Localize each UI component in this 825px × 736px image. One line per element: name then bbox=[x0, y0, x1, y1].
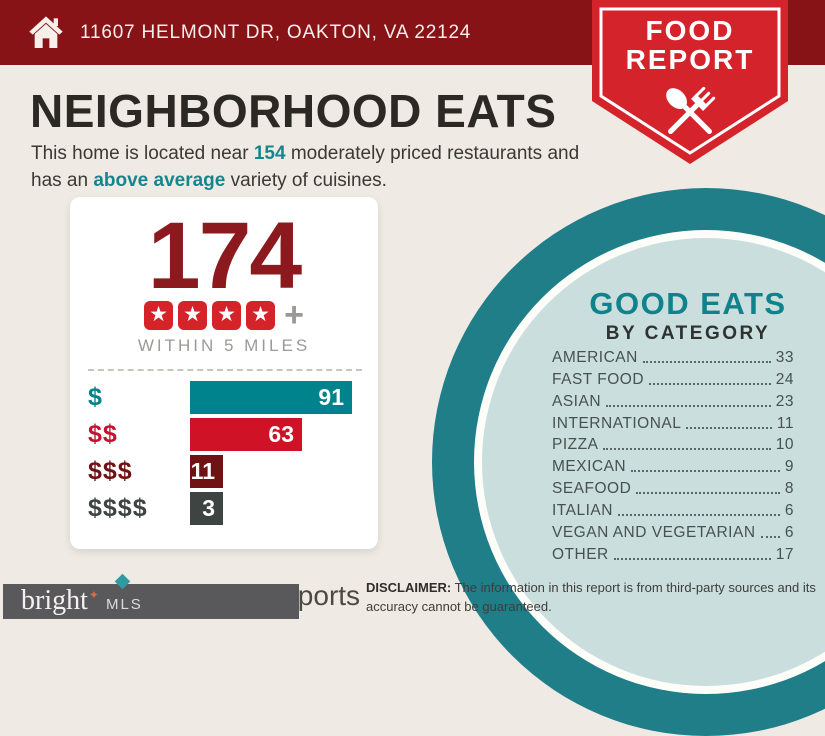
category-value: 6 bbox=[784, 524, 794, 542]
category-name: VEGAN AND VEGETARIAN bbox=[552, 524, 756, 542]
logo-mls-text: MLS bbox=[105, 596, 143, 613]
dot-leader bbox=[603, 448, 771, 451]
price-bar: 3 bbox=[190, 492, 223, 525]
total-restaurant-count: 174 bbox=[147, 203, 303, 309]
intro-highlight: above average bbox=[93, 169, 226, 191]
dot-leader bbox=[631, 470, 780, 473]
badge-inner-border bbox=[599, 7, 781, 155]
within-caption: WITHIN 5 MILES bbox=[137, 336, 311, 355]
star-icon: ★ bbox=[212, 300, 242, 330]
logo-sparkle-icon: ✦ bbox=[88, 588, 99, 602]
price-bar-row: $$ 63 bbox=[88, 418, 362, 451]
category-name: AMERICAN bbox=[552, 348, 638, 366]
category-name: INTERNATIONAL bbox=[552, 414, 682, 432]
logo-caret-icon bbox=[114, 573, 131, 590]
intro-segment: moderately priced restaurants and has an bbox=[31, 143, 580, 191]
price-level-label: $$$ bbox=[88, 457, 133, 485]
intro-segment: This home is located near bbox=[31, 143, 254, 164]
circle-inner-fill bbox=[482, 238, 825, 686]
category-value: 6 bbox=[784, 502, 794, 520]
good-eats-subtitle: BY CATEGORY bbox=[605, 323, 771, 344]
category-value: 11 bbox=[776, 414, 794, 432]
summary-card: 174 ★ ★ ★ ★ + WITHIN 5 MILES $91 $$ 63 $$$ 11 $$$… bbox=[70, 197, 378, 549]
price-bar-row: $$$$ 3 bbox=[88, 492, 362, 525]
star-icon: ★ bbox=[246, 300, 276, 330]
category-row: ITALIAN 6 bbox=[552, 498, 794, 520]
badge-line2: REPORT bbox=[626, 44, 755, 75]
dot-leader bbox=[606, 404, 771, 407]
home-icon bbox=[29, 15, 63, 48]
price-bar-value: 11 bbox=[190, 458, 215, 484]
category-row: OTHER 17 bbox=[552, 542, 794, 564]
category-name: ITALIAN bbox=[552, 502, 613, 520]
price-bar-row: $$$ 11 bbox=[88, 455, 362, 488]
disclaimer-label: DISCLAIMER: bbox=[366, 580, 452, 595]
category-name: PIZZA bbox=[552, 436, 599, 454]
disclaimer-text: The information in this report is from t… bbox=[366, 580, 816, 614]
category-name: FAST FOOD bbox=[552, 370, 645, 388]
category-name: ASIAN bbox=[552, 392, 602, 410]
category-name: OTHER bbox=[552, 545, 609, 563]
price-bar: 91 bbox=[190, 381, 352, 414]
category-value: 33 bbox=[775, 348, 794, 366]
price-bar: 11 bbox=[190, 455, 223, 488]
plus-icon: + bbox=[284, 296, 304, 334]
category-value: 10 bbox=[775, 436, 794, 454]
good-eats-circle: GOOD EATS BY CATEGORY AMERICAN 33 FAST FOO… bbox=[432, 188, 825, 736]
category-value: 24 bbox=[775, 370, 794, 388]
star-rating: ★ ★ ★ ★ + bbox=[70, 298, 378, 332]
star-icon: ★ bbox=[178, 300, 208, 330]
logo-bright-text: bright bbox=[21, 585, 88, 616]
price-bar: 63 bbox=[190, 418, 302, 451]
price-level-label: $$ bbox=[88, 420, 118, 448]
category-value: 23 bbox=[775, 392, 794, 410]
category-value: 8 bbox=[784, 480, 794, 498]
category-row: ASIAN 23 bbox=[552, 389, 794, 411]
category-row: VEGAN AND VEGETARIAN 6 bbox=[552, 520, 794, 542]
dot-leader bbox=[613, 557, 771, 560]
dot-leader bbox=[617, 514, 780, 517]
dot-leader bbox=[686, 426, 772, 429]
category-row: SEAFOOD 8 bbox=[552, 476, 794, 498]
property-address: 11607 HELMONT DR, OAKTON, VA 22124 bbox=[80, 21, 472, 43]
intro-segment: variety of cuisines. bbox=[225, 169, 387, 191]
price-level-label: $ bbox=[88, 383, 103, 411]
good-eats-header: GOOD EATS BY CATEGORY bbox=[468, 286, 825, 345]
category-name: MEXICAN bbox=[552, 458, 627, 476]
dot-leader bbox=[649, 382, 771, 385]
category-row: INTERNATIONAL 11 bbox=[552, 411, 794, 433]
category-row: PIZZA 10 bbox=[552, 433, 794, 455]
dashed-divider bbox=[88, 369, 362, 371]
price-level-label: $$$$ bbox=[88, 494, 148, 522]
food-report-badge: FOOD REPORT bbox=[592, 0, 788, 164]
price-bar-value: 91 bbox=[318, 384, 344, 410]
dot-leader bbox=[642, 360, 771, 363]
price-bar-row: $91 bbox=[88, 381, 362, 414]
category-name: SEAFOOD bbox=[552, 480, 632, 498]
page-title: NEIGHBORHOOD EATS bbox=[30, 85, 557, 137]
category-value: 17 bbox=[775, 545, 794, 563]
price-bars: $91 $$ 63 $$$ 11 $$$$ 3 bbox=[88, 381, 362, 529]
price-bar-value: 3 bbox=[202, 495, 215, 521]
category-row: AMERICAN 33 bbox=[552, 345, 794, 367]
spoon-and-fork-icon bbox=[666, 86, 716, 134]
star-icon: ★ bbox=[144, 300, 174, 330]
category-value: 9 bbox=[784, 458, 794, 476]
brightmls-logo: bright ✦ MLS bbox=[3, 573, 299, 619]
price-bar-value: 63 bbox=[268, 421, 294, 447]
dot-leader bbox=[636, 492, 780, 495]
category-row: MEXICAN 9 bbox=[552, 454, 794, 476]
intro-text: This home is located near 154 moderately… bbox=[31, 141, 591, 194]
dot-leader bbox=[760, 536, 780, 539]
category-list: AMERICAN 33 FAST FOOD 24 ASIAN 23 INTERNATIONA… bbox=[552, 345, 794, 564]
disclaimer: DISCLAIMER: The information in this repo… bbox=[366, 579, 825, 617]
intro-highlight: 154 bbox=[253, 143, 286, 164]
category-row: FAST FOOD 24 bbox=[552, 367, 794, 389]
good-eats-title: GOOD EATS bbox=[589, 286, 787, 321]
badge-line1: FOOD bbox=[646, 15, 735, 46]
